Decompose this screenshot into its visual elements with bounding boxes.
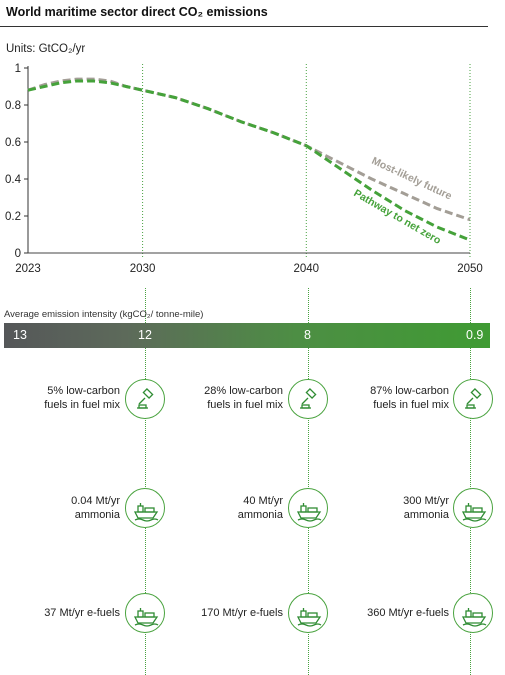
- x-tick-label: 2050: [457, 263, 483, 275]
- x-tick-label: 2040: [293, 263, 319, 275]
- y-tick-label: 0.8: [5, 100, 21, 112]
- fuel-mix-2050: 87% low-carbon fuels in fuel mix: [370, 385, 449, 411]
- units-label: Units: GtCO₂/yr: [6, 43, 86, 55]
- gavel-icon: [453, 379, 493, 419]
- ship-icon: [453, 488, 493, 528]
- gavel-icon: [125, 379, 165, 419]
- emissions-chart: 0 0.2 0.4 0.6 0.8 1 2023 2030 2040 2050 Most-likel…: [5, 63, 483, 275]
- fuel-mix-2040: 28% low-carbon fuels in fuel mix: [204, 385, 283, 411]
- ammonia-2040: 40 Mt/yr ammonia: [237, 495, 283, 521]
- y-tick-label: 1: [15, 63, 21, 75]
- fuel-mix-2030: 5% low-carbon fuels in fuel mix: [44, 385, 120, 411]
- series-line-most-likely: [27, 77, 471, 222]
- series-label-most-likely: Most-likely future: [370, 155, 454, 203]
- y-tick-label: 0.2: [5, 211, 21, 223]
- intensity-gradient-bar: 13 12 8 0.9: [4, 323, 490, 348]
- intensity-label: Average emission intensity (kgCO₂/ tonne…: [4, 309, 204, 320]
- ammonia-2050: 300 Mt/yr ammonia: [403, 495, 449, 521]
- efuels-2030: 37 Mt/yr e-fuels: [44, 607, 120, 619]
- chart-title: World maritime sector direct CO₂ emissio…: [6, 5, 268, 19]
- series-label-net-zero: Pathway to net zero: [352, 187, 443, 247]
- ship-icon: [453, 593, 493, 633]
- year-guide-2040-lower: [308, 288, 309, 675]
- ship-icon: [125, 593, 165, 633]
- series-line-net-zero: [27, 79, 471, 242]
- ship-icon: [125, 488, 165, 528]
- x-tick-label: 2023: [15, 263, 41, 275]
- y-tick-label: 0: [15, 248, 21, 260]
- efuels-2050: 360 Mt/yr e-fuels: [367, 607, 449, 619]
- ammonia-2030: 0.04 Mt/yr ammonia: [71, 495, 120, 521]
- ship-icon: [288, 593, 328, 633]
- ship-icon: [288, 488, 328, 528]
- intensity-value-2040: 8: [304, 328, 311, 342]
- year-guide-2030-lower: [145, 288, 146, 675]
- efuels-2040: 170 Mt/yr e-fuels: [201, 607, 283, 619]
- intensity-value-2030: 12: [138, 328, 152, 342]
- year-guide-2050-lower: [470, 288, 471, 675]
- x-tick-label: 2030: [130, 263, 156, 275]
- y-tick-label: 0.4: [5, 174, 22, 186]
- title-divider: [0, 26, 488, 27]
- y-tick-label: 0.6: [5, 137, 21, 149]
- gavel-icon: [288, 379, 328, 419]
- intensity-value-2050: 0.9: [466, 328, 484, 342]
- intensity-value-2023: 13: [13, 328, 27, 342]
